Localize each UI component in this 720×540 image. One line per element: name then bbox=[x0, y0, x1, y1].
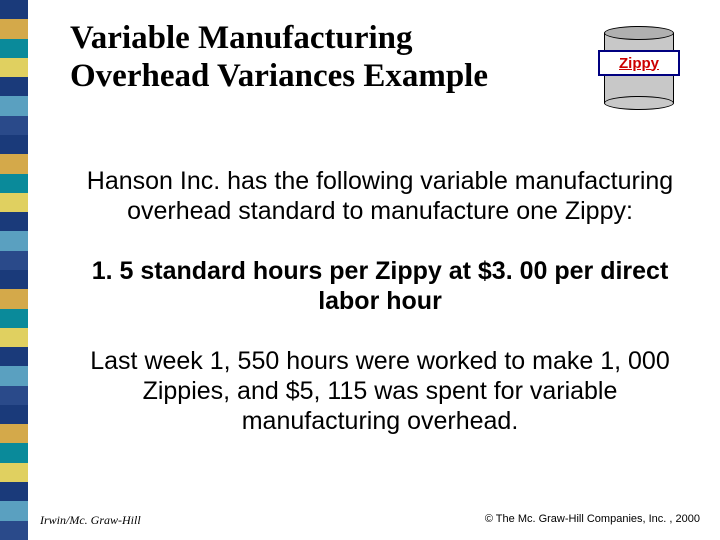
can-label-text: Zippy bbox=[619, 55, 659, 72]
paragraph-standard: 1. 5 standard hours per Zippy at $3. 00 … bbox=[80, 256, 680, 316]
sidebar-stripe bbox=[0, 0, 28, 540]
footer-right: © The Mc. Graw-Hill Companies, Inc. , 20… bbox=[485, 513, 700, 528]
footer-left: Irwin/Mc. Graw-Hill bbox=[40, 513, 141, 528]
slide-content: Variable Manufacturing Overhead Variance… bbox=[40, 0, 720, 540]
sidebar-block bbox=[0, 482, 28, 501]
sidebar-block bbox=[0, 39, 28, 58]
sidebar-block bbox=[0, 193, 28, 212]
can-top bbox=[604, 26, 674, 40]
sidebar-block bbox=[0, 19, 28, 38]
sidebar-block bbox=[0, 521, 28, 540]
sidebar-block bbox=[0, 443, 28, 462]
sidebar-block bbox=[0, 251, 28, 270]
header-row: Variable Manufacturing Overhead Variance… bbox=[70, 20, 690, 116]
sidebar-block bbox=[0, 328, 28, 347]
sidebar-block bbox=[0, 135, 28, 154]
can-label-box: Zippy bbox=[598, 50, 680, 76]
sidebar-block bbox=[0, 366, 28, 385]
sidebar-block bbox=[0, 77, 28, 96]
sidebar-block bbox=[0, 0, 28, 19]
sidebar-block bbox=[0, 154, 28, 173]
paragraph-intro: Hanson Inc. has the following variable m… bbox=[80, 166, 680, 226]
footer: Irwin/Mc. Graw-Hill © The Mc. Graw-Hill … bbox=[40, 513, 700, 528]
sidebar-block bbox=[0, 347, 28, 366]
sidebar-block bbox=[0, 96, 28, 115]
sidebar-block bbox=[0, 58, 28, 77]
sidebar-block bbox=[0, 405, 28, 424]
sidebar-block bbox=[0, 386, 28, 405]
sidebar-block bbox=[0, 463, 28, 482]
sidebar-block bbox=[0, 270, 28, 289]
zippy-can-icon: Zippy bbox=[598, 26, 680, 116]
paragraph-actual: Last week 1, 550 hours were worked to ma… bbox=[80, 346, 680, 436]
sidebar-block bbox=[0, 231, 28, 250]
sidebar-block bbox=[0, 212, 28, 231]
sidebar-block bbox=[0, 309, 28, 328]
sidebar-block bbox=[0, 424, 28, 443]
sidebar-block bbox=[0, 501, 28, 520]
can-bottom bbox=[604, 96, 674, 110]
sidebar-block bbox=[0, 289, 28, 308]
sidebar-block bbox=[0, 116, 28, 135]
sidebar-block bbox=[0, 174, 28, 193]
slide-title: Variable Manufacturing Overhead Variance… bbox=[70, 20, 550, 96]
